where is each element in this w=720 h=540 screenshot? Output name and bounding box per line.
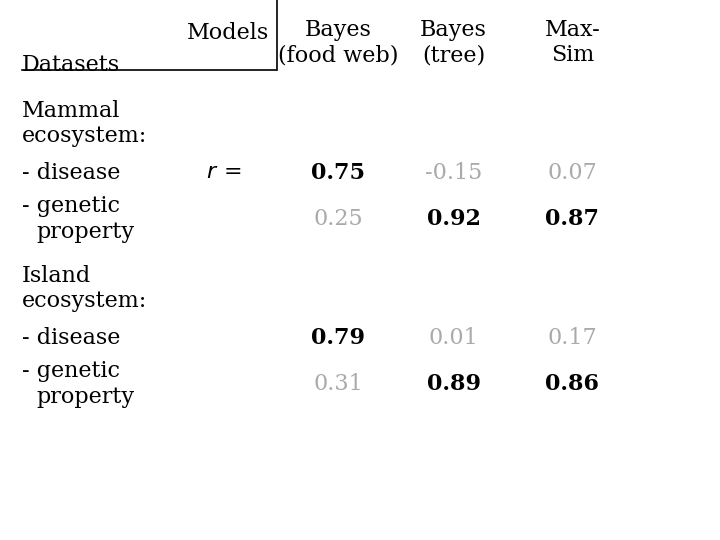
Text: property: property bbox=[36, 221, 134, 243]
Text: 0.79: 0.79 bbox=[311, 327, 365, 349]
Text: 0.17: 0.17 bbox=[548, 327, 597, 349]
Text: Bayes
(food web): Bayes (food web) bbox=[278, 19, 399, 66]
Text: 0.07: 0.07 bbox=[547, 162, 598, 184]
Text: Mammal: Mammal bbox=[22, 100, 120, 122]
Text: - genetic: - genetic bbox=[22, 195, 120, 218]
Text: - disease: - disease bbox=[22, 162, 120, 184]
Text: 0.86: 0.86 bbox=[546, 373, 599, 395]
Text: ecosystem:: ecosystem: bbox=[22, 290, 147, 312]
Text: - disease: - disease bbox=[22, 327, 120, 349]
Text: Island: Island bbox=[22, 265, 91, 287]
Text: - genetic: - genetic bbox=[22, 360, 120, 382]
Text: -0.15: -0.15 bbox=[425, 162, 482, 184]
Text: Datasets: Datasets bbox=[22, 54, 120, 76]
Text: Models: Models bbox=[187, 22, 269, 44]
Text: property: property bbox=[36, 386, 134, 408]
Text: 0.89: 0.89 bbox=[426, 373, 481, 395]
Text: 0.75: 0.75 bbox=[311, 162, 365, 184]
Text: ecosystem:: ecosystem: bbox=[22, 125, 147, 147]
Text: 0.31: 0.31 bbox=[313, 373, 364, 395]
Text: 0.01: 0.01 bbox=[428, 327, 479, 349]
Text: 0.87: 0.87 bbox=[546, 208, 599, 230]
Text: Max-
Sim: Max- Sim bbox=[544, 19, 600, 66]
Text: 0.92: 0.92 bbox=[426, 208, 481, 230]
Text: 0.25: 0.25 bbox=[314, 208, 363, 230]
Text: $r\,=$: $r\,=$ bbox=[206, 162, 241, 182]
Text: Bayes
(tree): Bayes (tree) bbox=[420, 19, 487, 66]
